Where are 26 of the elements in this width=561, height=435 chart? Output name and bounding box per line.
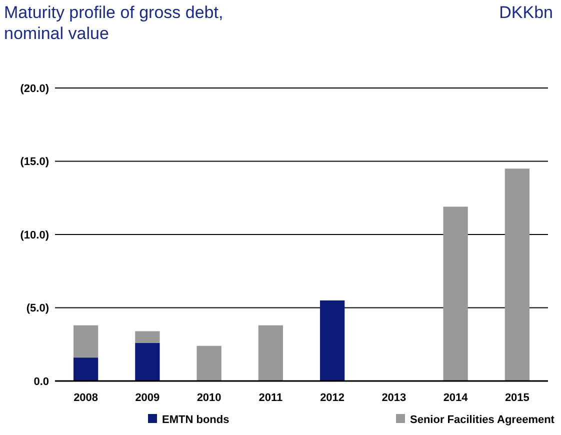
x-tick-label: 2010	[196, 392, 222, 404]
x-tick-label: 2014	[443, 392, 469, 404]
x-tick-label: 2011	[258, 392, 283, 404]
x-tick-label: 2012	[320, 392, 345, 404]
y-tick-label: (5.0)	[26, 302, 50, 315]
y-tick-label: (10.0)	[20, 229, 50, 242]
y-tick-label: (20.0)	[20, 82, 50, 95]
y-axis-title: DKKbn	[499, 3, 553, 22]
x-tick-label: 2009	[135, 392, 160, 404]
chart-title: Maturity profile of gross debt, nominal value	[4, 3, 224, 43]
bar	[73, 358, 98, 381]
bar	[135, 331, 160, 343]
legend-label: EMTN bonds	[162, 414, 230, 426]
x-tick-label: 2008	[74, 392, 98, 404]
y-tick-label: (15.0)	[20, 156, 50, 168]
x-tick-label: 2013	[382, 392, 406, 404]
bar	[320, 300, 345, 381]
bar	[73, 325, 98, 358]
bar	[135, 342, 160, 381]
bar	[443, 206, 468, 381]
bar	[504, 168, 530, 381]
y-tick-label: 0.0	[34, 376, 49, 388]
legend-label: Senior Facilities Agreement	[410, 414, 555, 426]
bar	[196, 346, 222, 381]
x-tick-label: 2015	[504, 392, 530, 404]
bar	[258, 325, 284, 381]
